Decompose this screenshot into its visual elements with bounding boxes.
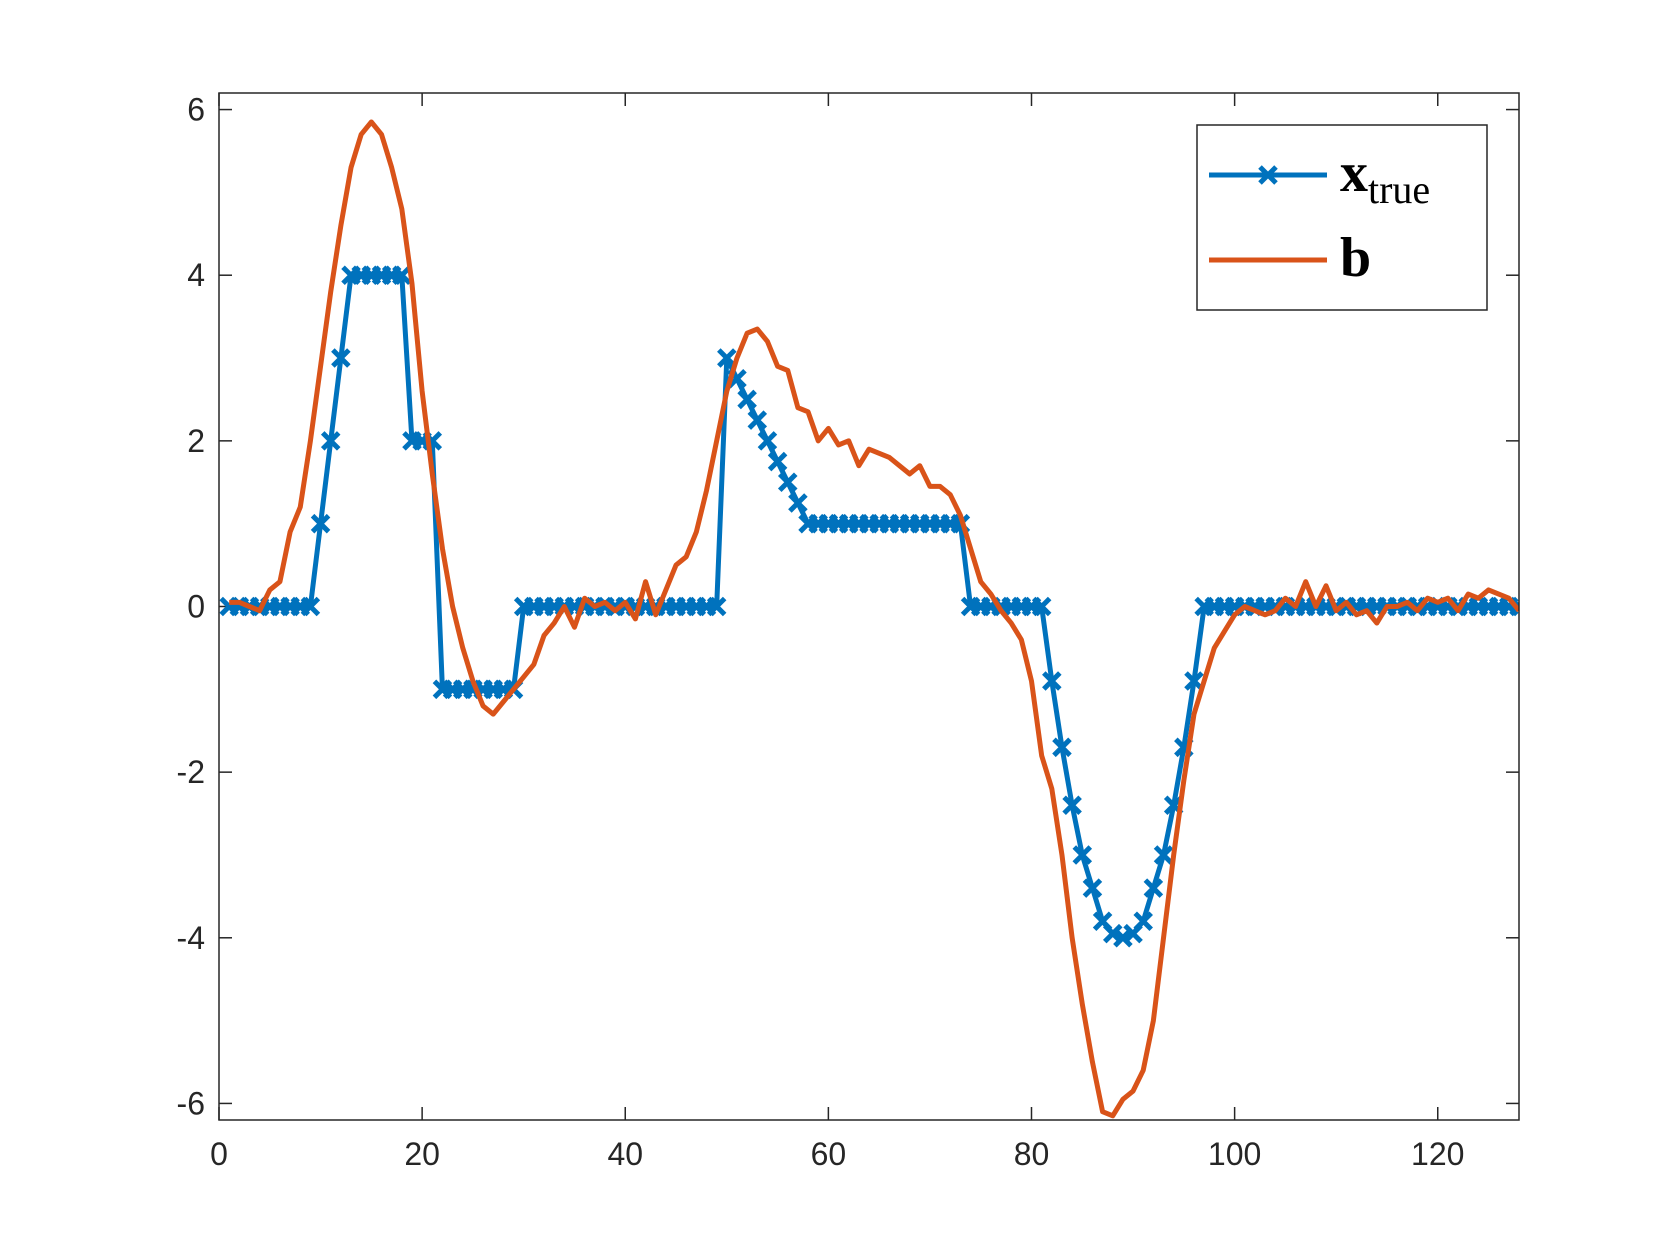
y-tick-label: -4 xyxy=(177,920,205,956)
x-tick-label: 80 xyxy=(1014,1136,1050,1172)
y-tick-label: 4 xyxy=(187,257,205,293)
x-tick-label: 20 xyxy=(404,1136,440,1172)
marker xyxy=(757,431,778,451)
marker xyxy=(1042,671,1062,691)
legend-name: b xyxy=(1340,227,1371,289)
marker xyxy=(1031,596,1052,617)
x-tick-label: 40 xyxy=(607,1136,643,1172)
y-tick-label: 2 xyxy=(187,423,205,459)
marker xyxy=(767,451,788,472)
legend-marker xyxy=(1258,165,1278,185)
x-tick-label: 100 xyxy=(1208,1136,1261,1172)
series xyxy=(229,119,1519,1119)
legend-subscript: true xyxy=(1368,167,1430,212)
marker xyxy=(747,410,768,430)
axes-box xyxy=(218,92,1520,1121)
legend-label: xtrue xyxy=(1340,142,1430,212)
marker xyxy=(706,596,727,617)
series-line xyxy=(229,119,1519,1119)
y-tick-label: 0 xyxy=(187,589,205,625)
legend-box xyxy=(1196,124,1488,311)
marker xyxy=(300,596,321,617)
marker xyxy=(1102,923,1123,944)
marker xyxy=(392,265,412,285)
marker xyxy=(1143,878,1164,898)
legend-name: x xyxy=(1340,142,1368,204)
marker xyxy=(1133,911,1153,931)
marker xyxy=(1062,795,1082,816)
marker xyxy=(1072,845,1093,865)
y-tick-label: -2 xyxy=(177,754,205,790)
marker xyxy=(717,348,737,368)
marker xyxy=(331,348,351,368)
marker xyxy=(310,513,331,534)
marker xyxy=(737,389,757,410)
marker xyxy=(1113,928,1133,948)
x-tick-label: 120 xyxy=(1411,1136,1464,1172)
marker xyxy=(1153,845,1174,865)
y-tick-label: 6 xyxy=(187,92,205,128)
marker xyxy=(1082,878,1103,898)
marker xyxy=(777,472,798,493)
y-tick-label: -6 xyxy=(177,1085,205,1121)
marker xyxy=(1052,737,1072,758)
x-tick-label: 0 xyxy=(210,1136,228,1172)
x-tick-label: 60 xyxy=(811,1136,847,1172)
legend-label: b xyxy=(1340,227,1371,289)
marker xyxy=(788,493,808,513)
marker xyxy=(1184,671,1204,691)
marker xyxy=(320,431,341,451)
